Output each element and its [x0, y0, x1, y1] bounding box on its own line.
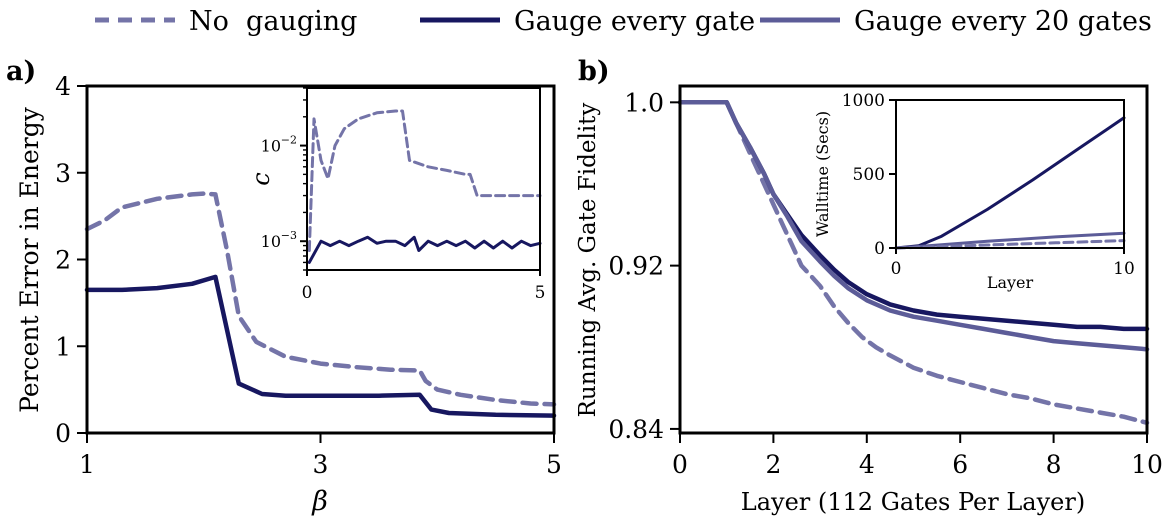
panel-a-inset-ticks: 0 510−310−2: [261, 87, 546, 303]
panel-b-ytick-label: 1.0: [624, 88, 664, 117]
panel-b-series-no-gauging: [677, 100, 1150, 426]
panel-a-inset-ytick-label: 10: [261, 232, 281, 251]
panel-b-inset-ytick-label: 1000: [842, 91, 885, 111]
panel-b-inset-ytick-label: 0: [874, 239, 885, 259]
panel-b-xtick-label: 8: [1046, 450, 1062, 479]
panel-a-inset-ytick-label: 10: [261, 137, 281, 156]
panel-a-xlabel: β: [311, 486, 328, 517]
panel-b-inset-xtick-label: 0: [891, 259, 902, 279]
panel-a-plot: [84, 191, 557, 418]
panel-a-inset-series-no-gauging: [307, 109, 542, 252]
panel-a-series-no-gauging: [84, 191, 557, 407]
panel-a-ylabel: Percent Error in Energy: [15, 106, 44, 413]
panel-a-series-every-gate: [84, 274, 557, 418]
panel-b-ytick-label: 0.84: [608, 415, 664, 444]
panel-b-inset-ytick-label: 500: [853, 165, 885, 185]
panel-a-inset-plot: [307, 109, 542, 264]
panel-b-inset-ylabel: Walltime (Secs): [813, 111, 832, 237]
panel-a-inset-xtick-label: 0: [302, 283, 313, 303]
panel-b-ticks: 0 2 4 6 8 10 0.84 0.92 1.0: [608, 88, 1163, 479]
panel-a-inset-ytick-exponent: −3: [281, 229, 297, 242]
panel-b-xtick-label: 2: [765, 450, 781, 479]
panel-a-ytick-label: 1: [55, 332, 71, 361]
panel-a-inset-frame: [306, 87, 541, 271]
panel-a-label: a): [6, 56, 36, 87]
legend-label-no-gauging: No gauging: [189, 6, 357, 37]
panel-b-inset-xlabel: Layer: [987, 273, 1034, 292]
panel-b-ytick-label: 0.92: [608, 252, 664, 281]
panel-b-frame: [678, 84, 1149, 435]
panel-a-xtick-label: 3: [313, 450, 329, 479]
panel-a-ytick-label: 3: [55, 159, 71, 188]
panel-b-inset-bg: [896, 100, 1124, 248]
panel-b-xtick-label: 6: [952, 450, 968, 479]
panel-a-inset-xtick-label: 5: [535, 283, 546, 303]
panel-b-series-every-20: [677, 100, 1150, 352]
legend-label-every-20: Gauge every 20 gates: [854, 6, 1152, 37]
panel-a-inset-ylabel: c: [247, 172, 275, 185]
panel-b-xtick-label: 10: [1131, 450, 1163, 479]
panel-a-inset-series-every-gate: [307, 235, 542, 264]
panel-a-inset-bg: [307, 88, 540, 270]
panel-b-xtick-label: 0: [672, 450, 688, 479]
panel-a-ytick-label: 4: [55, 72, 71, 101]
panel-b-inset: 0 10 0 500 1000 Layer Walltime (Secs): [813, 91, 1135, 292]
panel-a-xtick-label: 1: [79, 450, 95, 479]
panel-b-inset-ticks: 0 10 0 500 1000: [842, 91, 1135, 279]
legend: No gauging Gauge every gate Gauge every 20…: [95, 6, 1152, 37]
legend-label-every-gate: Gauge every gate: [514, 6, 755, 37]
panel-a-inset-ytick-exponent: −2: [281, 134, 297, 147]
panel-b: b) 0 2 4 6 8 10 0.84 0.92 1.0 Layer (112 Gates P…: [575, 56, 1163, 516]
panel-a-inset: 0 510−310−2 c: [247, 87, 546, 303]
panel-a-ytick-label: 2: [55, 246, 71, 275]
panel-b-inset-xtick-label: 10: [1113, 259, 1135, 279]
panel-b-plot: [677, 100, 1150, 426]
panel-b-xtick-label: 4: [859, 450, 875, 479]
panel-b-label: b): [578, 56, 610, 87]
panel-a-xtick-label: 5: [546, 450, 562, 479]
panel-b-ylabel: Running Avg. Gate Fidelity: [575, 103, 601, 418]
panel-a-ytick-label: 0: [55, 419, 71, 448]
panel-b-xlabel: Layer (112 Gates Per Layer): [741, 488, 1085, 516]
